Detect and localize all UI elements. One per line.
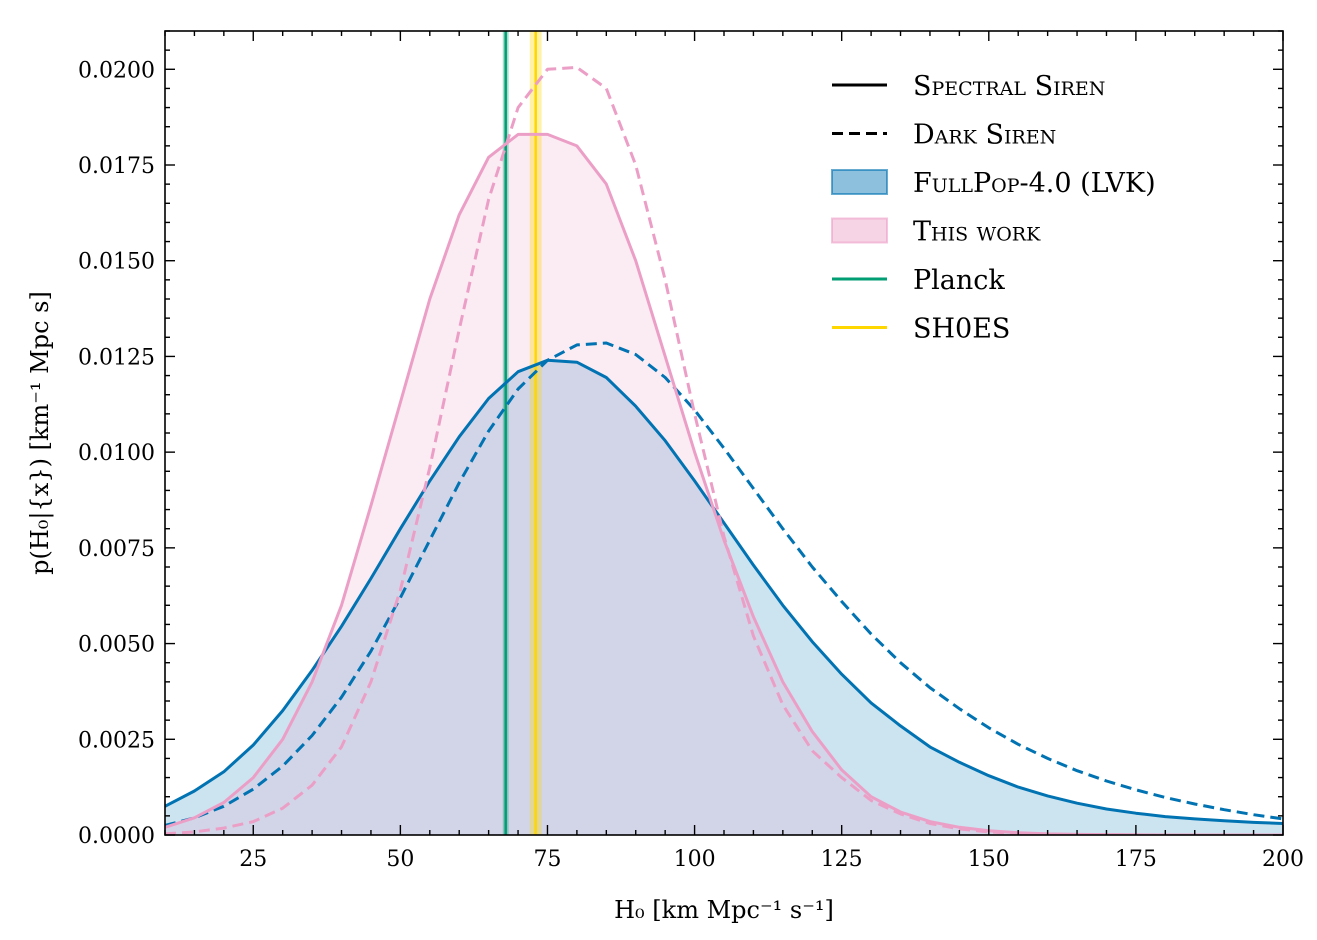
- legend-label: Spectral Siren: [913, 71, 1105, 102]
- legend-label: Planck: [913, 265, 1005, 296]
- y-tick-label: 0.0200: [78, 58, 155, 83]
- legend-item: FullPop-4.0 (LVK): [831, 168, 1156, 199]
- lvk-spectral-fill: [165, 360, 1283, 835]
- legend-item: This work: [831, 217, 1041, 248]
- legend-item: Planck: [832, 265, 1005, 296]
- x-tick-label: 75: [533, 847, 561, 872]
- this-spectral-fill: [165, 134, 1283, 835]
- reference-bands: [502, 31, 542, 835]
- x-tick-label: 100: [674, 847, 716, 872]
- y-tick-label: 0.0100: [78, 441, 155, 466]
- legend: Spectral Siren Dark Siren FullPop-4.0 (LVK…: [831, 71, 1156, 345]
- legend-label: This work: [913, 217, 1041, 248]
- x-tick-label: 150: [968, 847, 1010, 872]
- y-tick-label: 0.0175: [78, 154, 155, 179]
- y-tick-label: 0.0075: [78, 537, 155, 562]
- legend-label: FullPop-4.0 (LVK): [913, 168, 1156, 199]
- legend-item: Spectral Siren: [832, 71, 1105, 102]
- legend-label: SH0ES: [913, 314, 1010, 345]
- y-tick-label: 0.0050: [78, 633, 155, 658]
- lvk-spectral-line: [165, 358, 1283, 825]
- area-fills: [165, 134, 1283, 835]
- legend-item: SH0ES: [832, 314, 1010, 345]
- legend-item: Dark Siren: [832, 120, 1056, 151]
- y-tick-label: 0.0025: [78, 728, 155, 753]
- x-tick-label: 175: [1115, 847, 1157, 872]
- y-tick-label: 0.0125: [78, 345, 155, 370]
- plot-background: [165, 31, 1283, 835]
- axis-ticks: [164, 30, 1284, 836]
- x-tick-label: 25: [239, 847, 267, 872]
- tick-labels: 25 50 75 100 125 150 175 200 0.0000 0.0025 0.0050 0…: [78, 58, 1304, 872]
- legend-label: Dark Siren: [913, 120, 1056, 151]
- y-axis-label: p(H₀|{x}) [km⁻¹ Mpc s]: [26, 291, 55, 575]
- x-tick-label: 50: [386, 847, 414, 872]
- x-axis-label: H₀ [km Mpc⁻¹ s⁻¹]: [614, 896, 834, 924]
- x-tick-label: 125: [821, 847, 863, 872]
- lvk-dark-line: [165, 341, 1283, 827]
- y-tick-label: 0.0000: [78, 824, 155, 849]
- y-tick-label: 0.0150: [78, 250, 155, 275]
- x-tick-label: 200: [1262, 847, 1304, 872]
- legend-swatch: [831, 169, 888, 195]
- legend-swatch: [831, 217, 888, 244]
